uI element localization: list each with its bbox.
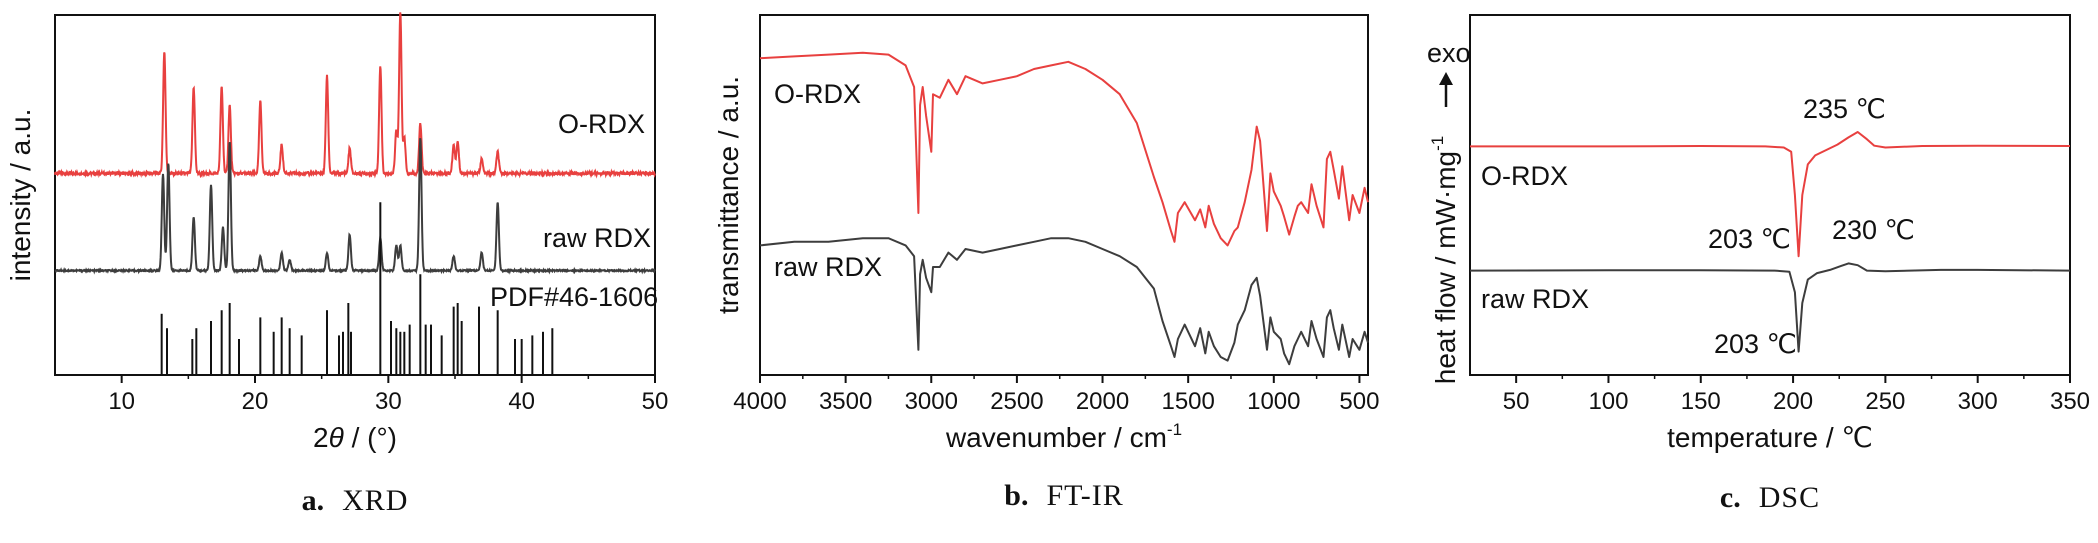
ftir-x-axis-title-main: wavenumber / cm: [945, 422, 1167, 453]
dsc-label-raw-rdx: raw RDX: [1481, 284, 1589, 314]
ftir-y-axis-title: transmittance / a.u.: [713, 76, 744, 314]
dsc-x-axis-title: temperature / ℃: [1667, 422, 1873, 453]
dsc-y-axis-title-sup: -1: [1428, 136, 1447, 151]
dsc-y-axis-title: heat flow / mW·mg-1: [1428, 136, 1461, 385]
ftir-x-tick-label: 2500: [990, 388, 1043, 415]
dsc-annotation-o-peak: 235 ℃: [1803, 94, 1886, 124]
ftir-x-tick-label: 500: [1339, 388, 1379, 415]
dsc-series-raw-rdx: [1469, 262, 2071, 353]
dsc-caption-text: DSC: [1759, 481, 1820, 514]
ftir-caption: b. FT-IR: [1004, 479, 1123, 512]
xrd-label-pdf: PDF#46-1606: [490, 282, 658, 312]
dsc-panel: 50 100 150 200 250 300 350 O-RDX raw RDX 235 ℃…: [1427, 14, 2090, 514]
ftir-label-o-rdx: O-RDX: [774, 79, 861, 109]
xrd-x-tick-label: 30: [375, 388, 402, 415]
dsc-x-tick-label: 150: [1681, 388, 1721, 415]
ftir-x-axis-title-sup: -1: [1167, 420, 1182, 439]
xrd-x-axis-title-pre: 2: [313, 422, 329, 453]
dsc-x-tick-label: 250: [1865, 388, 1905, 415]
xrd-x-tick-label: 50: [642, 388, 669, 415]
xrd-x-tick-label: 20: [242, 388, 269, 415]
dsc-y-axis-title-main: heat flow / mW·mg: [1430, 151, 1461, 384]
xrd-plot-frame: [54, 14, 656, 376]
dsc-annotation-raw-dip: 203 ℃: [1714, 329, 1797, 359]
dsc-annotation-raw-peak: 230 ℃: [1832, 215, 1915, 245]
dsc-x-tick-label: 200: [1773, 388, 1813, 415]
dsc-curves: [1469, 131, 2071, 353]
ftir-series-o-rdx: [759, 51, 1369, 247]
ftir-label-raw-rdx: raw RDX: [774, 252, 882, 282]
ftir-series-raw-rdx: [759, 237, 1369, 366]
xrd-x-axis-title-post: / (°): [344, 422, 397, 453]
xrd-label-raw-rdx: raw RDX: [543, 223, 651, 253]
dsc-exo-arrow-icon: [1439, 72, 1453, 107]
ftir-x-tick-label: 1000: [1247, 388, 1300, 415]
xrd-series-raw-rdx: [54, 138, 656, 275]
dsc-annotation-o-dip: 203 ℃: [1708, 224, 1791, 254]
dsc-plot-frame: [1469, 14, 2071, 376]
dsc-series-o-rdx: [1470, 131, 2071, 258]
ftir-x-ticks: 4000 3500 3000 2500 2000 1500 1000 500: [733, 375, 1379, 415]
xrd-caption-text: XRD: [342, 484, 408, 517]
ftir-x-tick-label: 2000: [1076, 388, 1129, 415]
dsc-x-ticks: 50 100 150 200 250 300 350: [1503, 375, 2090, 415]
xrd-caption: a. XRD: [302, 484, 409, 517]
xrd-series-o-rdx: [54, 12, 656, 179]
xrd-x-axis-title-theta: θ: [329, 422, 344, 453]
xrd-label-o-rdx: O-RDX: [558, 109, 645, 139]
dsc-caption: c. DSC: [1720, 481, 1820, 514]
ftir-x-tick-label: 4000: [733, 388, 786, 415]
dsc-x-tick-label: 300: [1958, 388, 1998, 415]
xrd-y-axis-title: intensity / a.u.: [5, 109, 36, 282]
ftir-panel: 4000 3500 3000 2500 2000 1500 1000 500 O-RDX ra…: [713, 14, 1379, 512]
xrd-curves: [54, 12, 656, 375]
ftir-x-tick-label: 3500: [819, 388, 872, 415]
dsc-x-tick-label: 350: [2050, 388, 2090, 415]
dsc-x-tick-label: 100: [1588, 388, 1628, 415]
ftir-x-tick-label: 3000: [905, 388, 958, 415]
xrd-x-ticks: 10 20 30 40 50: [108, 375, 668, 415]
xrd-x-axis-title: 2θ / (°): [313, 422, 397, 453]
xrd-x-tick-label: 10: [108, 388, 135, 415]
xrd-caption-letter: a.: [302, 484, 325, 517]
dsc-x-tick-label: 50: [1503, 388, 1530, 415]
ftir-x-tick-label: 1500: [1161, 388, 1214, 415]
xrd-x-tick-label: 40: [508, 388, 535, 415]
ftir-curves: [759, 51, 1369, 366]
ftir-x-axis-title: wavenumber / cm-1: [945, 420, 1182, 453]
dsc-exo-label: exo: [1427, 38, 1471, 68]
dsc-label-o-rdx: O-RDX: [1481, 161, 1568, 191]
ftir-plot-frame: [759, 14, 1369, 376]
xrd-panel: 10 20 30 40 50 O-RDX raw RDX PDF#46-1606 int…: [5, 12, 668, 517]
ftir-caption-text: FT-IR: [1046, 479, 1123, 512]
ftir-caption-letter: b.: [1004, 479, 1028, 512]
dsc-caption-letter: c.: [1720, 481, 1741, 514]
